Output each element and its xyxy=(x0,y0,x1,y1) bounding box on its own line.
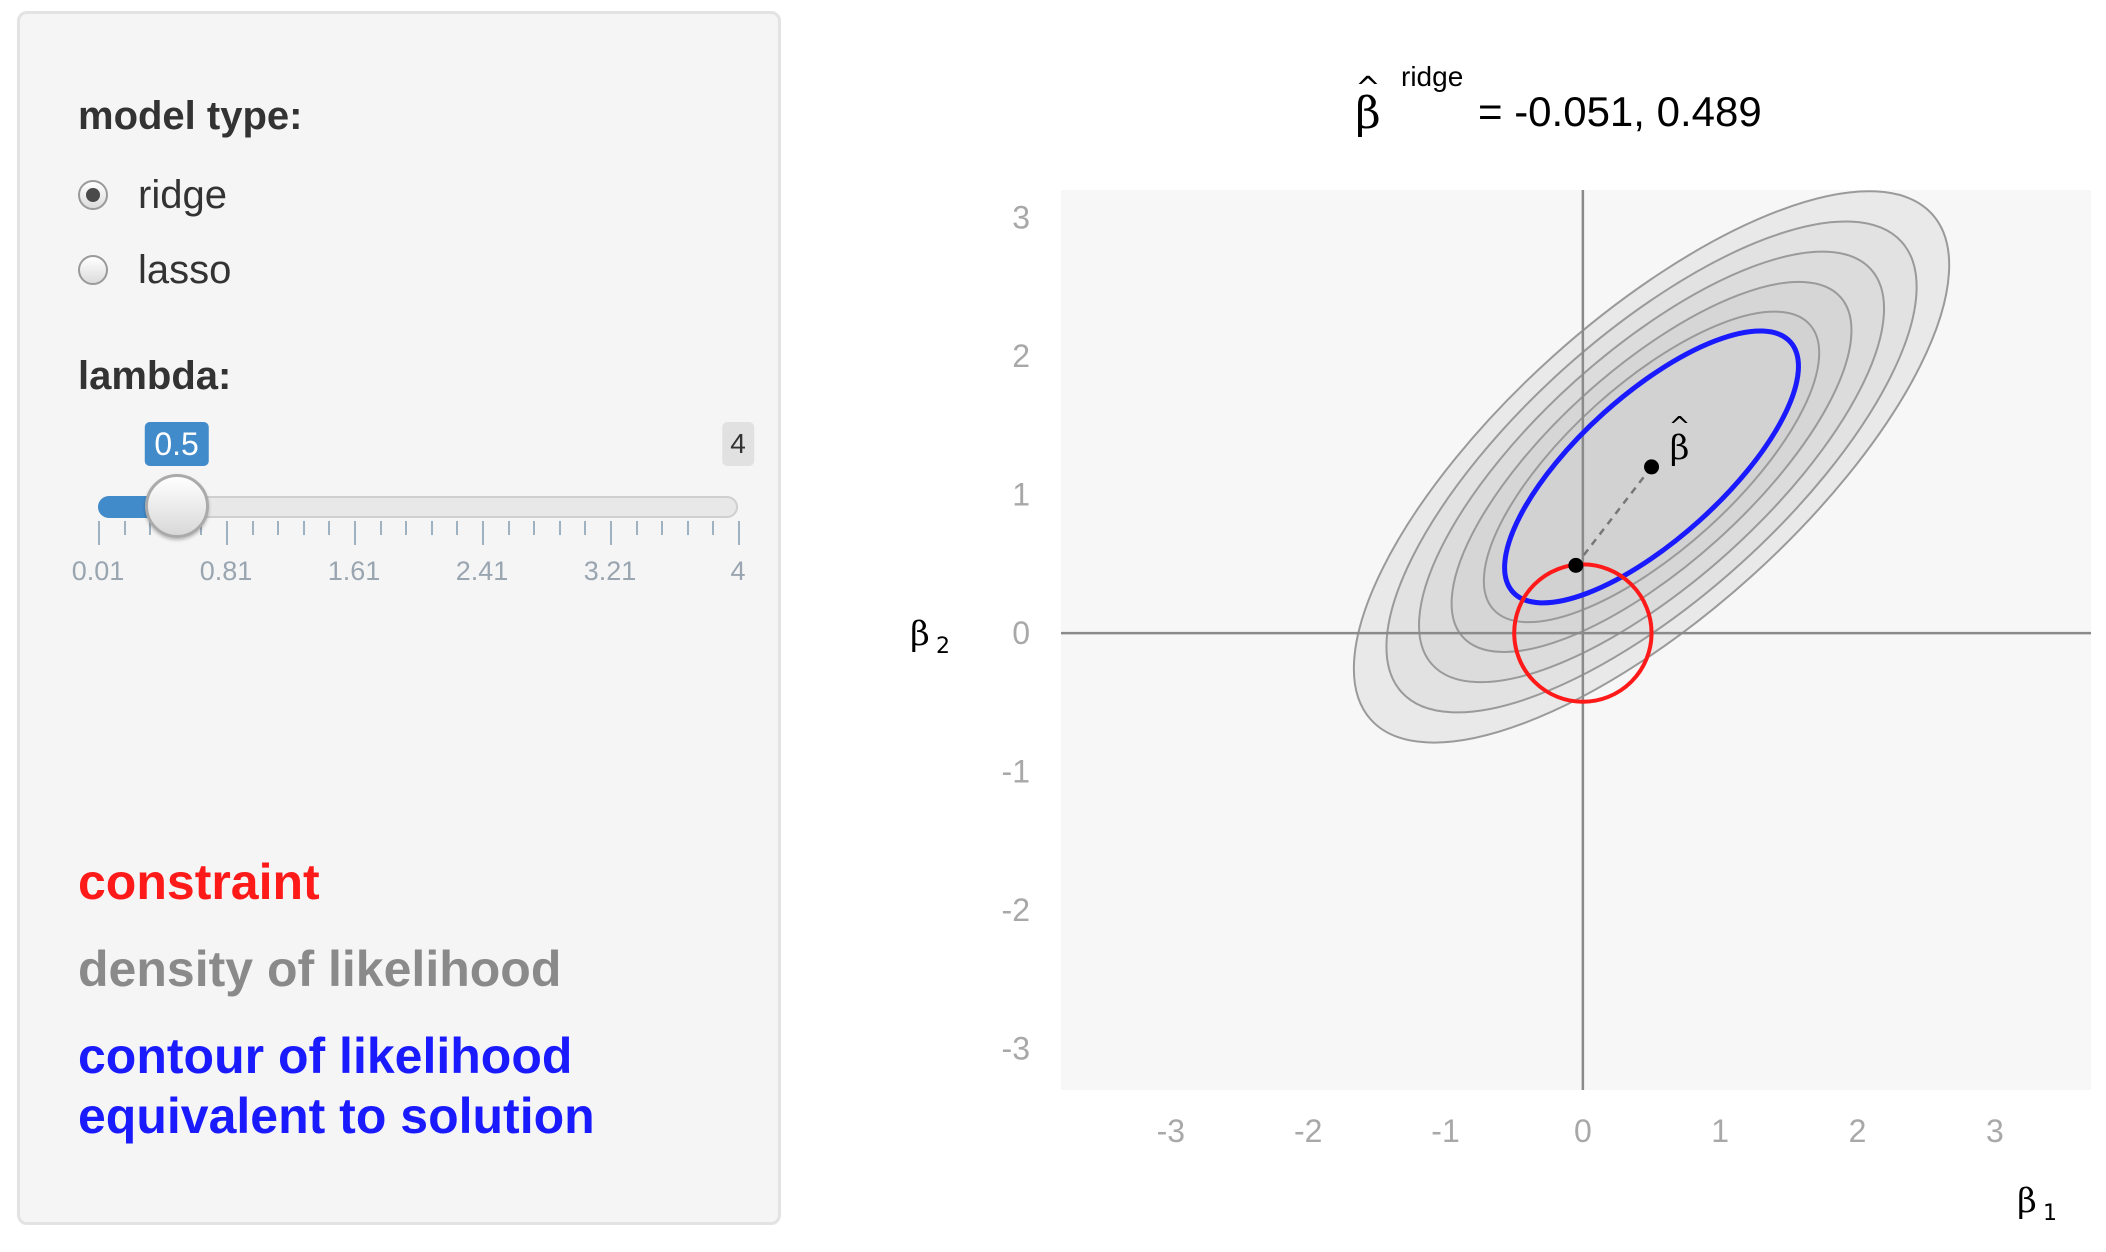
slider-tick xyxy=(533,521,536,535)
slider-tick xyxy=(149,521,152,535)
x-tick-label: 1 xyxy=(1711,1113,1729,1149)
y-axis-label-subscript: 2 xyxy=(936,634,950,659)
slider-tick xyxy=(328,521,331,535)
x-tick-label: -2 xyxy=(1294,1113,1322,1149)
slider-value-bubble: 0.5 xyxy=(144,422,209,466)
x-tick-label: 0 xyxy=(1574,1113,1592,1149)
x-tick-label: -3 xyxy=(1157,1113,1185,1149)
slider-tick xyxy=(226,521,228,545)
slider-tick xyxy=(200,521,203,535)
ridge-estimate-point xyxy=(1568,557,1584,573)
slider-tick-label: 0.81 xyxy=(199,556,253,586)
y-tick-label: 2 xyxy=(1012,338,1030,374)
slider-tick xyxy=(712,521,715,535)
slider-tick xyxy=(635,521,638,535)
model-type-label: model type: xyxy=(78,94,303,138)
slider-tick-label: 4 xyxy=(730,556,746,586)
x-tick-label: -1 xyxy=(1431,1113,1459,1149)
title-superscript: ridge xyxy=(1401,61,1463,92)
y-tick-label: 0 xyxy=(1012,615,1030,651)
ols-label-beta: β xyxy=(1670,428,1690,468)
slider-tick xyxy=(738,521,740,545)
slider-tick xyxy=(584,521,587,535)
slider-tick xyxy=(302,521,305,535)
ols-estimate-point xyxy=(1644,459,1660,475)
slider-tick xyxy=(507,521,510,535)
y-tick-label: -3 xyxy=(1002,1030,1030,1066)
slider-tick xyxy=(277,521,280,535)
ols-estimate-label: β ^ xyxy=(1669,412,1691,468)
slider-tick xyxy=(482,521,484,545)
slider-tick xyxy=(123,521,126,535)
slider-tick xyxy=(430,521,433,535)
y-tick-label: 1 xyxy=(1012,477,1030,513)
legend-contour-line1: contour of likelihood xyxy=(78,1028,573,1084)
lambda-label: lambda: xyxy=(78,354,232,398)
x-tick-labels: -3 -2 -1 0 1 2 3 xyxy=(1157,1113,2004,1149)
x-axis-title: β 1 xyxy=(2017,1181,2057,1226)
slider-tick-label: 3.21 xyxy=(583,556,637,586)
y-axis-label: β xyxy=(910,614,930,654)
slider-tick xyxy=(610,521,612,545)
slider-tick xyxy=(686,521,689,535)
slider-ticks xyxy=(98,521,740,551)
slider-tick-label: 0.01 xyxy=(71,556,125,586)
radio-button-icon[interactable] xyxy=(78,255,108,285)
solution-contour-ellipse xyxy=(1502,328,1801,606)
y-tick-labels: 3 2 1 0 -1 -2 -3 xyxy=(1002,200,1030,1067)
radio-ridge[interactable]: ridge xyxy=(78,169,227,221)
x-axis-label: β xyxy=(2017,1181,2037,1221)
radio-label-lasso: lasso xyxy=(138,247,232,292)
x-tick-label: 3 xyxy=(1986,1113,2004,1149)
title-hat: ^ xyxy=(1355,71,1380,106)
slider-max-bubble: 4 xyxy=(722,422,754,466)
slider-tick xyxy=(456,521,459,535)
slider-handle[interactable] xyxy=(144,474,209,538)
plot-title: β ^ ridge = -0.051, 0.489 xyxy=(1355,61,1761,139)
x-tick-label: 2 xyxy=(1849,1113,1867,1149)
lambda-slider[interactable]: 0.5 4 0.01 0.81 1.61 2.41 3.21 4 xyxy=(72,409,754,609)
y-axis-title: β 2 xyxy=(910,614,950,659)
slider-tick xyxy=(661,521,664,535)
sidebar-panel: model type: ridge lasso lambda: 0.5 4 0.… xyxy=(17,11,781,1225)
radio-label-ridge: ridge xyxy=(138,172,227,217)
slider-tick xyxy=(98,521,100,545)
y-tick-label: 3 xyxy=(1012,200,1030,236)
title-value: = -0.051, 0.489 xyxy=(1478,88,1762,135)
legend-contour-line2: equivalent to solution xyxy=(78,1088,595,1144)
slider-tick xyxy=(379,521,382,535)
title-beta-symbol: β xyxy=(1355,88,1380,139)
slider-tick xyxy=(251,521,254,535)
radio-button-icon[interactable] xyxy=(78,180,108,210)
legend-constraint: constraint xyxy=(78,854,320,910)
slider-tick xyxy=(354,521,356,545)
ols-label-hat: ^ xyxy=(1669,412,1691,442)
legend-density: density of likelihood xyxy=(78,941,562,997)
radio-selected-dot xyxy=(86,188,100,202)
y-tick-label: -2 xyxy=(1002,892,1030,928)
slider-tick xyxy=(558,521,561,535)
x-axis-label-subscript: 1 xyxy=(2043,1201,2057,1226)
slider-tick-label: 2.41 xyxy=(455,556,509,586)
coefficient-plot: β ^ ridge = -0.051, 0.489 β ^ -3 -2 -1 0 1 2 3… xyxy=(910,61,2091,1226)
radio-lasso[interactable]: lasso xyxy=(78,244,231,296)
slider-tick xyxy=(405,521,408,535)
slider-tick-label: 1.61 xyxy=(327,556,381,586)
y-tick-label: -1 xyxy=(1002,754,1030,790)
axis-lines xyxy=(1061,190,2091,1090)
